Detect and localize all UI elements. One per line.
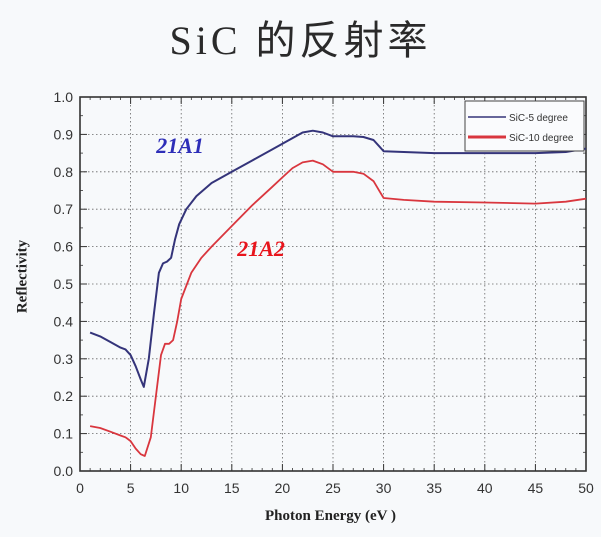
grid-lines [80, 97, 586, 471]
annotation-21a1: 21A1 [156, 133, 204, 159]
y-tick-label: 0.8 [54, 164, 74, 180]
x-tick-label: 20 [275, 480, 291, 496]
y-tick-label: 0.9 [54, 126, 74, 142]
x-tick-label: 50 [578, 480, 594, 496]
y-tick-label: 0.2 [54, 388, 74, 404]
y-tick-label: 0.4 [54, 313, 74, 329]
legend-label: SiC-10 degree [509, 133, 574, 144]
y-axis-label: Reflectivity [14, 239, 31, 314]
x-tick-label: 35 [426, 480, 442, 496]
tick-labels: 0 5 10 15 20 25 30 35 40 45 50 0.0 0.1 0.2 0.3 0.4 0.5 0.… [54, 89, 594, 496]
legend-box [464, 100, 585, 152]
x-tick-label: 5 [127, 480, 135, 496]
legend-label: SiC-5 degree [509, 113, 568, 124]
y-tick-label: 0.5 [54, 276, 74, 292]
y-tick-label: 0.3 [54, 351, 74, 367]
x-tick-label: 40 [477, 480, 493, 496]
x-tick-label: 0 [76, 480, 84, 496]
y-tick-label: 0.6 [54, 239, 74, 255]
axis-ticks [79, 96, 587, 472]
x-tick-label: 25 [325, 480, 341, 496]
series-line-1 [89, 159, 587, 457]
plot-frame [79, 96, 587, 472]
x-tick-label: 45 [528, 480, 544, 496]
series-lines [89, 129, 587, 457]
x-tick-label: 15 [224, 480, 240, 496]
y-tick-label: 0.7 [54, 201, 74, 217]
y-tick-label: 0.0 [54, 463, 74, 479]
x-tick-label: 30 [376, 480, 392, 496]
y-tick-label: 1.0 [54, 89, 74, 105]
page-title: SiC 的反射率 [169, 18, 432, 63]
annotation-21a2: 21A2 [237, 236, 285, 262]
x-tick-label: 10 [173, 480, 189, 496]
series-line-0 [89, 129, 587, 388]
legend: SiC-5 degree SiC-10 degree [464, 100, 585, 152]
y-tick-label: 0.1 [54, 426, 74, 442]
x-axis-label: Photon Energy (eV ) [265, 508, 396, 524]
